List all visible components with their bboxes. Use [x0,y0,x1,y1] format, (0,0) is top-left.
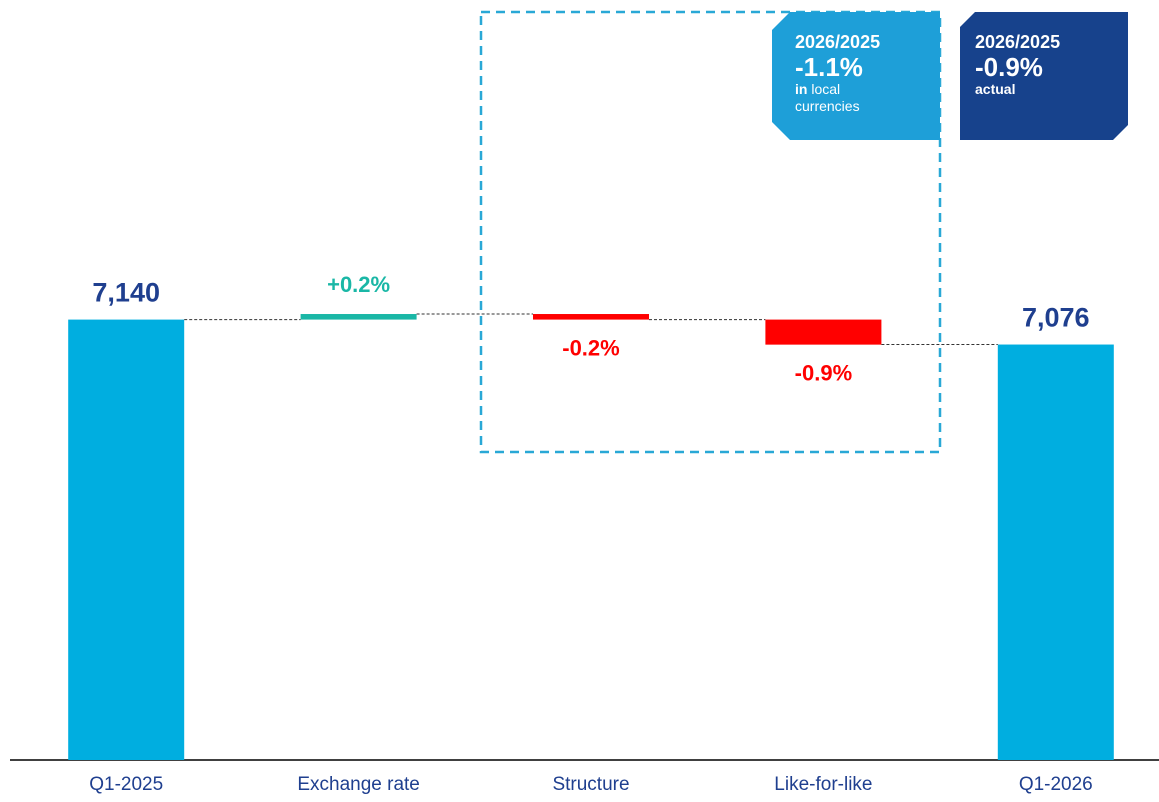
value-label: 7,140 [92,278,160,308]
annotation-box [960,12,1128,140]
value-label: 7,076 [1022,303,1090,333]
bar [765,319,882,345]
value-label: -0.2% [562,335,619,360]
x-tick-label: Exchange rate [297,774,420,795]
value-label: -0.9% [795,360,852,385]
annotation-change: -0.9% [975,52,1043,82]
bar [533,314,649,320]
x-tick-label: Like-for-like [774,774,872,795]
annotation-period: 2026/2025 [975,32,1061,52]
annotation: 2026/2025 -1.1% in local currencies [795,32,935,115]
bar [68,319,185,760]
annotation-note: actual [975,81,1016,97]
x-tick-label: Q1-2025 [89,774,163,795]
bar [300,314,417,320]
value-label: +0.2% [327,272,390,297]
x-tick-label: Q1-2026 [1019,774,1093,795]
annotation-period: 2026/2025 [795,32,881,52]
annotation-note: in [795,81,808,97]
x-tick-label: Structure [552,774,629,795]
annotation-note: local currencies [795,81,860,114]
annotation-box [772,12,940,140]
bar [997,344,1114,760]
annotation: 2026/2025 -0.9% actual [975,32,1115,98]
annotation-change: -1.1% [795,52,863,82]
highlight-frame [479,10,942,454]
